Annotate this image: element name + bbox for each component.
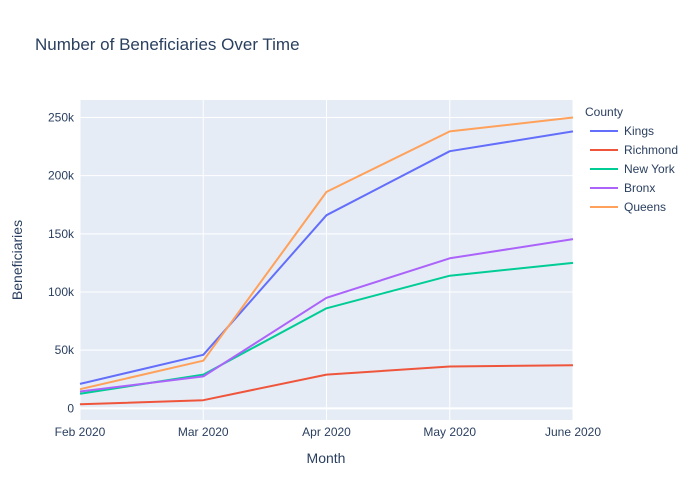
x-tick-label: May 2020 — [423, 425, 476, 439]
y-tick-label: 200k — [48, 169, 75, 183]
legend-item-kings[interactable]: Kings — [590, 124, 654, 138]
x-tick-label: June 2020 — [545, 425, 601, 439]
x-axis-label: Month — [307, 450, 346, 466]
legend-title: County — [585, 105, 623, 119]
legend-label: Kings — [624, 124, 654, 138]
legend-label: Queens — [624, 200, 666, 214]
y-tick-label: 50k — [55, 343, 75, 357]
legend-item-bronx[interactable]: Bronx — [590, 181, 655, 195]
legend-item-new-york[interactable]: New York — [590, 162, 676, 176]
x-tick-label: Feb 2020 — [55, 425, 106, 439]
x-axis-ticks: Feb 2020 Mar 2020 Apr 2020 May 2020 June 202… — [55, 425, 602, 439]
y-tick-label: 0 — [67, 401, 74, 415]
legend-item-richmond[interactable]: Richmond — [590, 143, 678, 157]
y-axis-ticks: 0 50k 100k 150k 200k 250k — [48, 110, 75, 415]
legend-item-queens[interactable]: Queens — [590, 200, 666, 214]
legend-label: Richmond — [624, 143, 678, 157]
y-tick-label: 250k — [48, 110, 75, 124]
series-line-kings — [79, 130, 574, 385]
series-line-bronx — [79, 238, 574, 393]
legend-label: Bronx — [624, 181, 655, 195]
legend: County Kings Richmond New York Bronx Queens — [585, 105, 678, 214]
legend-label: New York — [624, 162, 676, 176]
series-line-richmond — [79, 364, 574, 406]
chart-title: Number of Beneficiaries Over Time — [35, 35, 300, 54]
series-line-queens — [79, 116, 574, 391]
y-tick-label: 150k — [48, 227, 75, 241]
y-axis-label: Beneficiaries — [9, 220, 25, 300]
x-tick-label: Apr 2020 — [302, 425, 351, 439]
series-lines — [79, 116, 574, 406]
y-tick-label: 100k — [48, 285, 75, 299]
x-tick-label: Mar 2020 — [178, 425, 229, 439]
